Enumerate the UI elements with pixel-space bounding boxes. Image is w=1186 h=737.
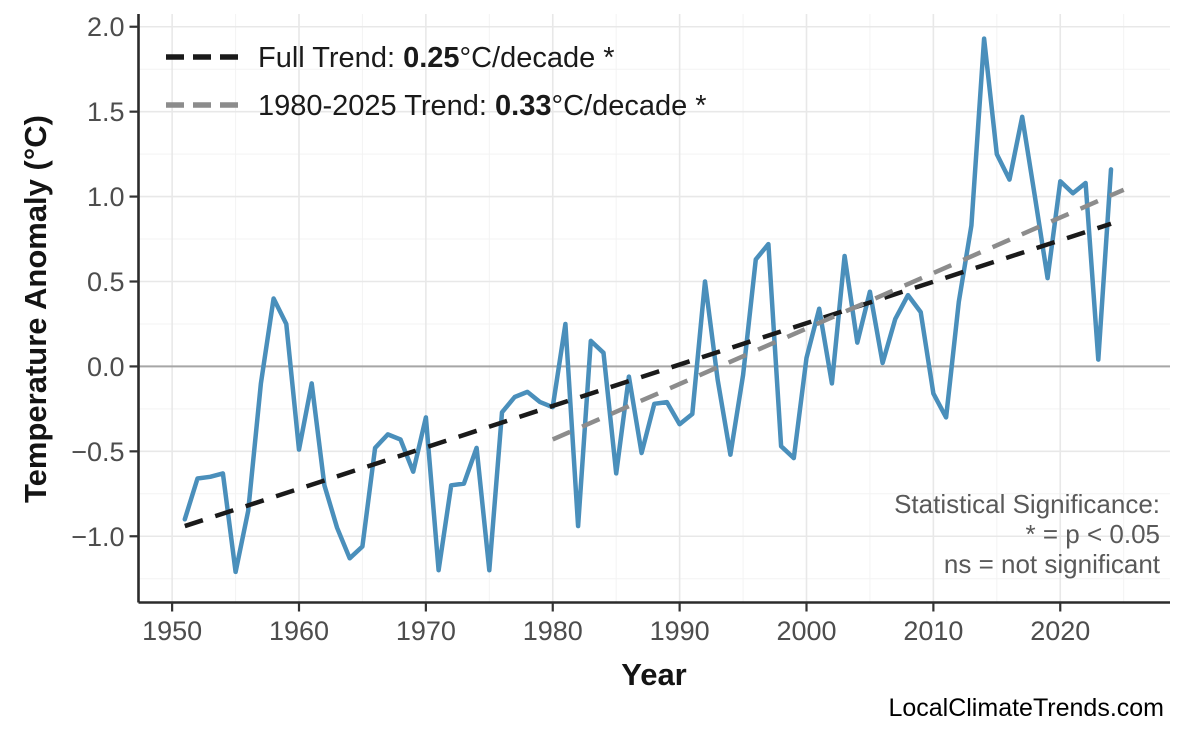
significance-annotation: Statistical Significance: * = p < 0.05 n…: [894, 489, 1161, 579]
y-tick-label-−0.5: −0.5: [71, 437, 124, 467]
anomaly-line-series: [182, 36, 1114, 575]
full-trend-line: [184, 221, 1112, 529]
y-tick-label-1.0: 1.0: [87, 182, 125, 212]
annotation-line-1: Statistical Significance:: [894, 489, 1160, 519]
x-tick-label-1950: 1950: [142, 616, 202, 646]
legend-entry-recent-trend: 1980-2025 Trend: 0.33°C/decade *: [166, 90, 707, 122]
x-tick-label-1970: 1970: [396, 616, 456, 646]
x-tick-label-1990: 1990: [650, 616, 710, 646]
y-tick-label-1.5: 1.5: [87, 97, 125, 127]
gridlines-major: [138, 14, 1170, 603]
x-tick-label-1960: 1960: [269, 616, 329, 646]
annotation-line-2: * = p < 0.05: [1026, 519, 1160, 549]
legend-entry-label: Full Trend: 0.25°C/decade *: [258, 42, 615, 74]
y-tick-label-−1.0: −1.0: [71, 522, 124, 552]
x-tick-label-2010: 2010: [903, 616, 963, 646]
x-axis-tick-marks: [171, 602, 1062, 612]
x-axis-tick-labels: 1950 1960 1970 1980 1990 2000 2010 2020: [142, 616, 1090, 646]
x-axis-title: Year: [621, 657, 687, 692]
watermark-text: LocalClimateTrends.com: [888, 694, 1164, 722]
legend-entry-label: 1980-2025 Trend: 0.33°C/decade *: [258, 90, 707, 122]
annotation-line-3: ns = not significant: [944, 549, 1161, 579]
x-tick-label-2000: 2000: [776, 616, 836, 646]
legend-entry-full-trend: Full Trend: 0.25°C/decade *: [166, 42, 615, 74]
y-axis-tick-marks: [129, 25, 139, 538]
y-tick-label-0.5: 0.5: [87, 267, 125, 297]
x-tick-label-2020: 2020: [1030, 616, 1090, 646]
y-tick-label-0.0: 0.0: [87, 352, 125, 382]
y-axis-title: Temperature Anomaly (°C): [18, 115, 53, 503]
y-tick-label-2.0: 2.0: [87, 12, 125, 42]
x-tick-label-1980: 1980: [523, 616, 583, 646]
recent-trend-line: [551, 187, 1125, 442]
legend: Full Trend: 0.25°C/decade * 1980-2025 Tr…: [166, 42, 707, 122]
y-axis-tick-labels: 2.0 1.5 1.0 0.5 0.0 −0.5 −1.0: [71, 12, 124, 552]
